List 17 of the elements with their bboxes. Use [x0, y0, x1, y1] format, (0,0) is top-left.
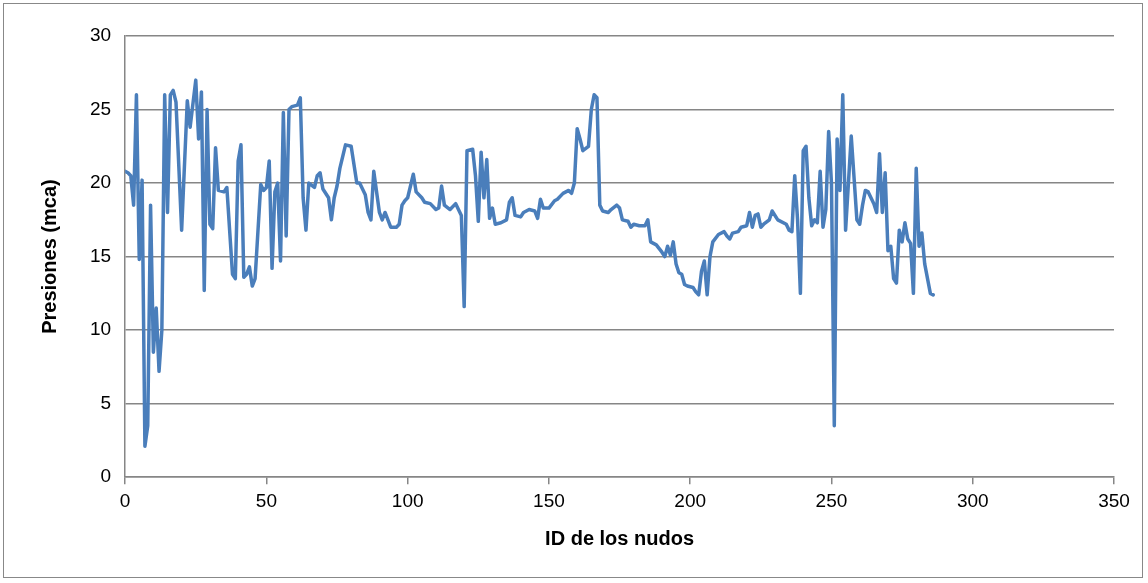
y-tick-label: 5 [100, 391, 112, 413]
y-tick-label: 25 [89, 97, 112, 119]
x-tick-label: 50 [255, 489, 277, 511]
x-tick-label: 350 [1098, 489, 1130, 511]
y-axis-title: Presiones (mca) [37, 179, 60, 334]
y-tick-label: 20 [89, 171, 112, 193]
x-tick-label: 0 [119, 489, 131, 511]
x-tick-label: 100 [391, 489, 424, 511]
x-axis-title: ID de los nudos [545, 526, 695, 549]
y-tick-label: 0 [100, 465, 112, 487]
y-tick-label: 30 [89, 24, 112, 46]
x-tick-label: 300 [956, 489, 989, 511]
x-tick-label: 150 [533, 489, 565, 511]
x-tick-label: 200 [674, 489, 707, 511]
y-tick-label: 15 [89, 244, 112, 266]
y-tick-label: 10 [89, 318, 112, 340]
x-tick-label: 250 [815, 489, 848, 511]
